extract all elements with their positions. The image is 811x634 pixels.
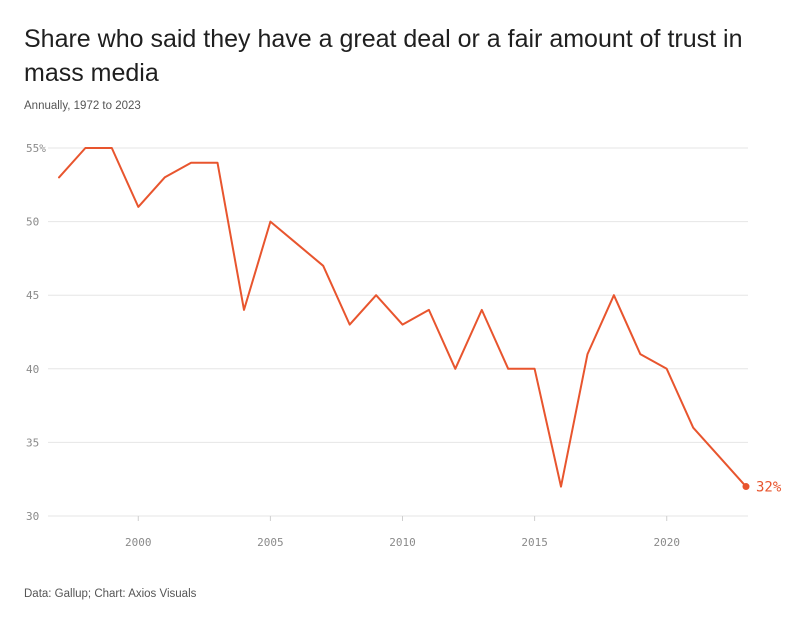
end-label-group: 32% [756, 480, 782, 496]
y-tick-label: 50 [26, 216, 39, 229]
chart-subtitle: Annually, 1972 to 2023 [24, 100, 141, 112]
x-axis-ticks: 2000 2005 2010 2015 2020 [125, 516, 680, 549]
x-tick-label: 2000 [125, 536, 152, 549]
y-tick-label: 30 [26, 510, 39, 523]
end-value-label: 32% [756, 480, 782, 496]
y-tick-label: 35 [26, 436, 39, 449]
chart-title: Share who said they have a great deal or… [24, 25, 743, 87]
series-line [58, 147, 747, 488]
y-tick-label: 45 [26, 289, 39, 302]
chart-source: Data: Gallup; Chart: Axios Visuals [24, 588, 197, 600]
y-axis-ticks: 55% 50 45 40 35 30 [26, 142, 46, 523]
x-tick-label: 2015 [521, 536, 548, 549]
x-tick-label: 2020 [653, 536, 680, 549]
x-tick-label: 2005 [257, 536, 284, 549]
y-tick-label: 55% [26, 142, 46, 155]
end-point-marker [742, 483, 750, 491]
series-group [58, 147, 750, 491]
grid-lines [48, 147, 748, 517]
x-tick-label: 2010 [389, 536, 416, 549]
y-tick-label: 40 [26, 363, 39, 376]
